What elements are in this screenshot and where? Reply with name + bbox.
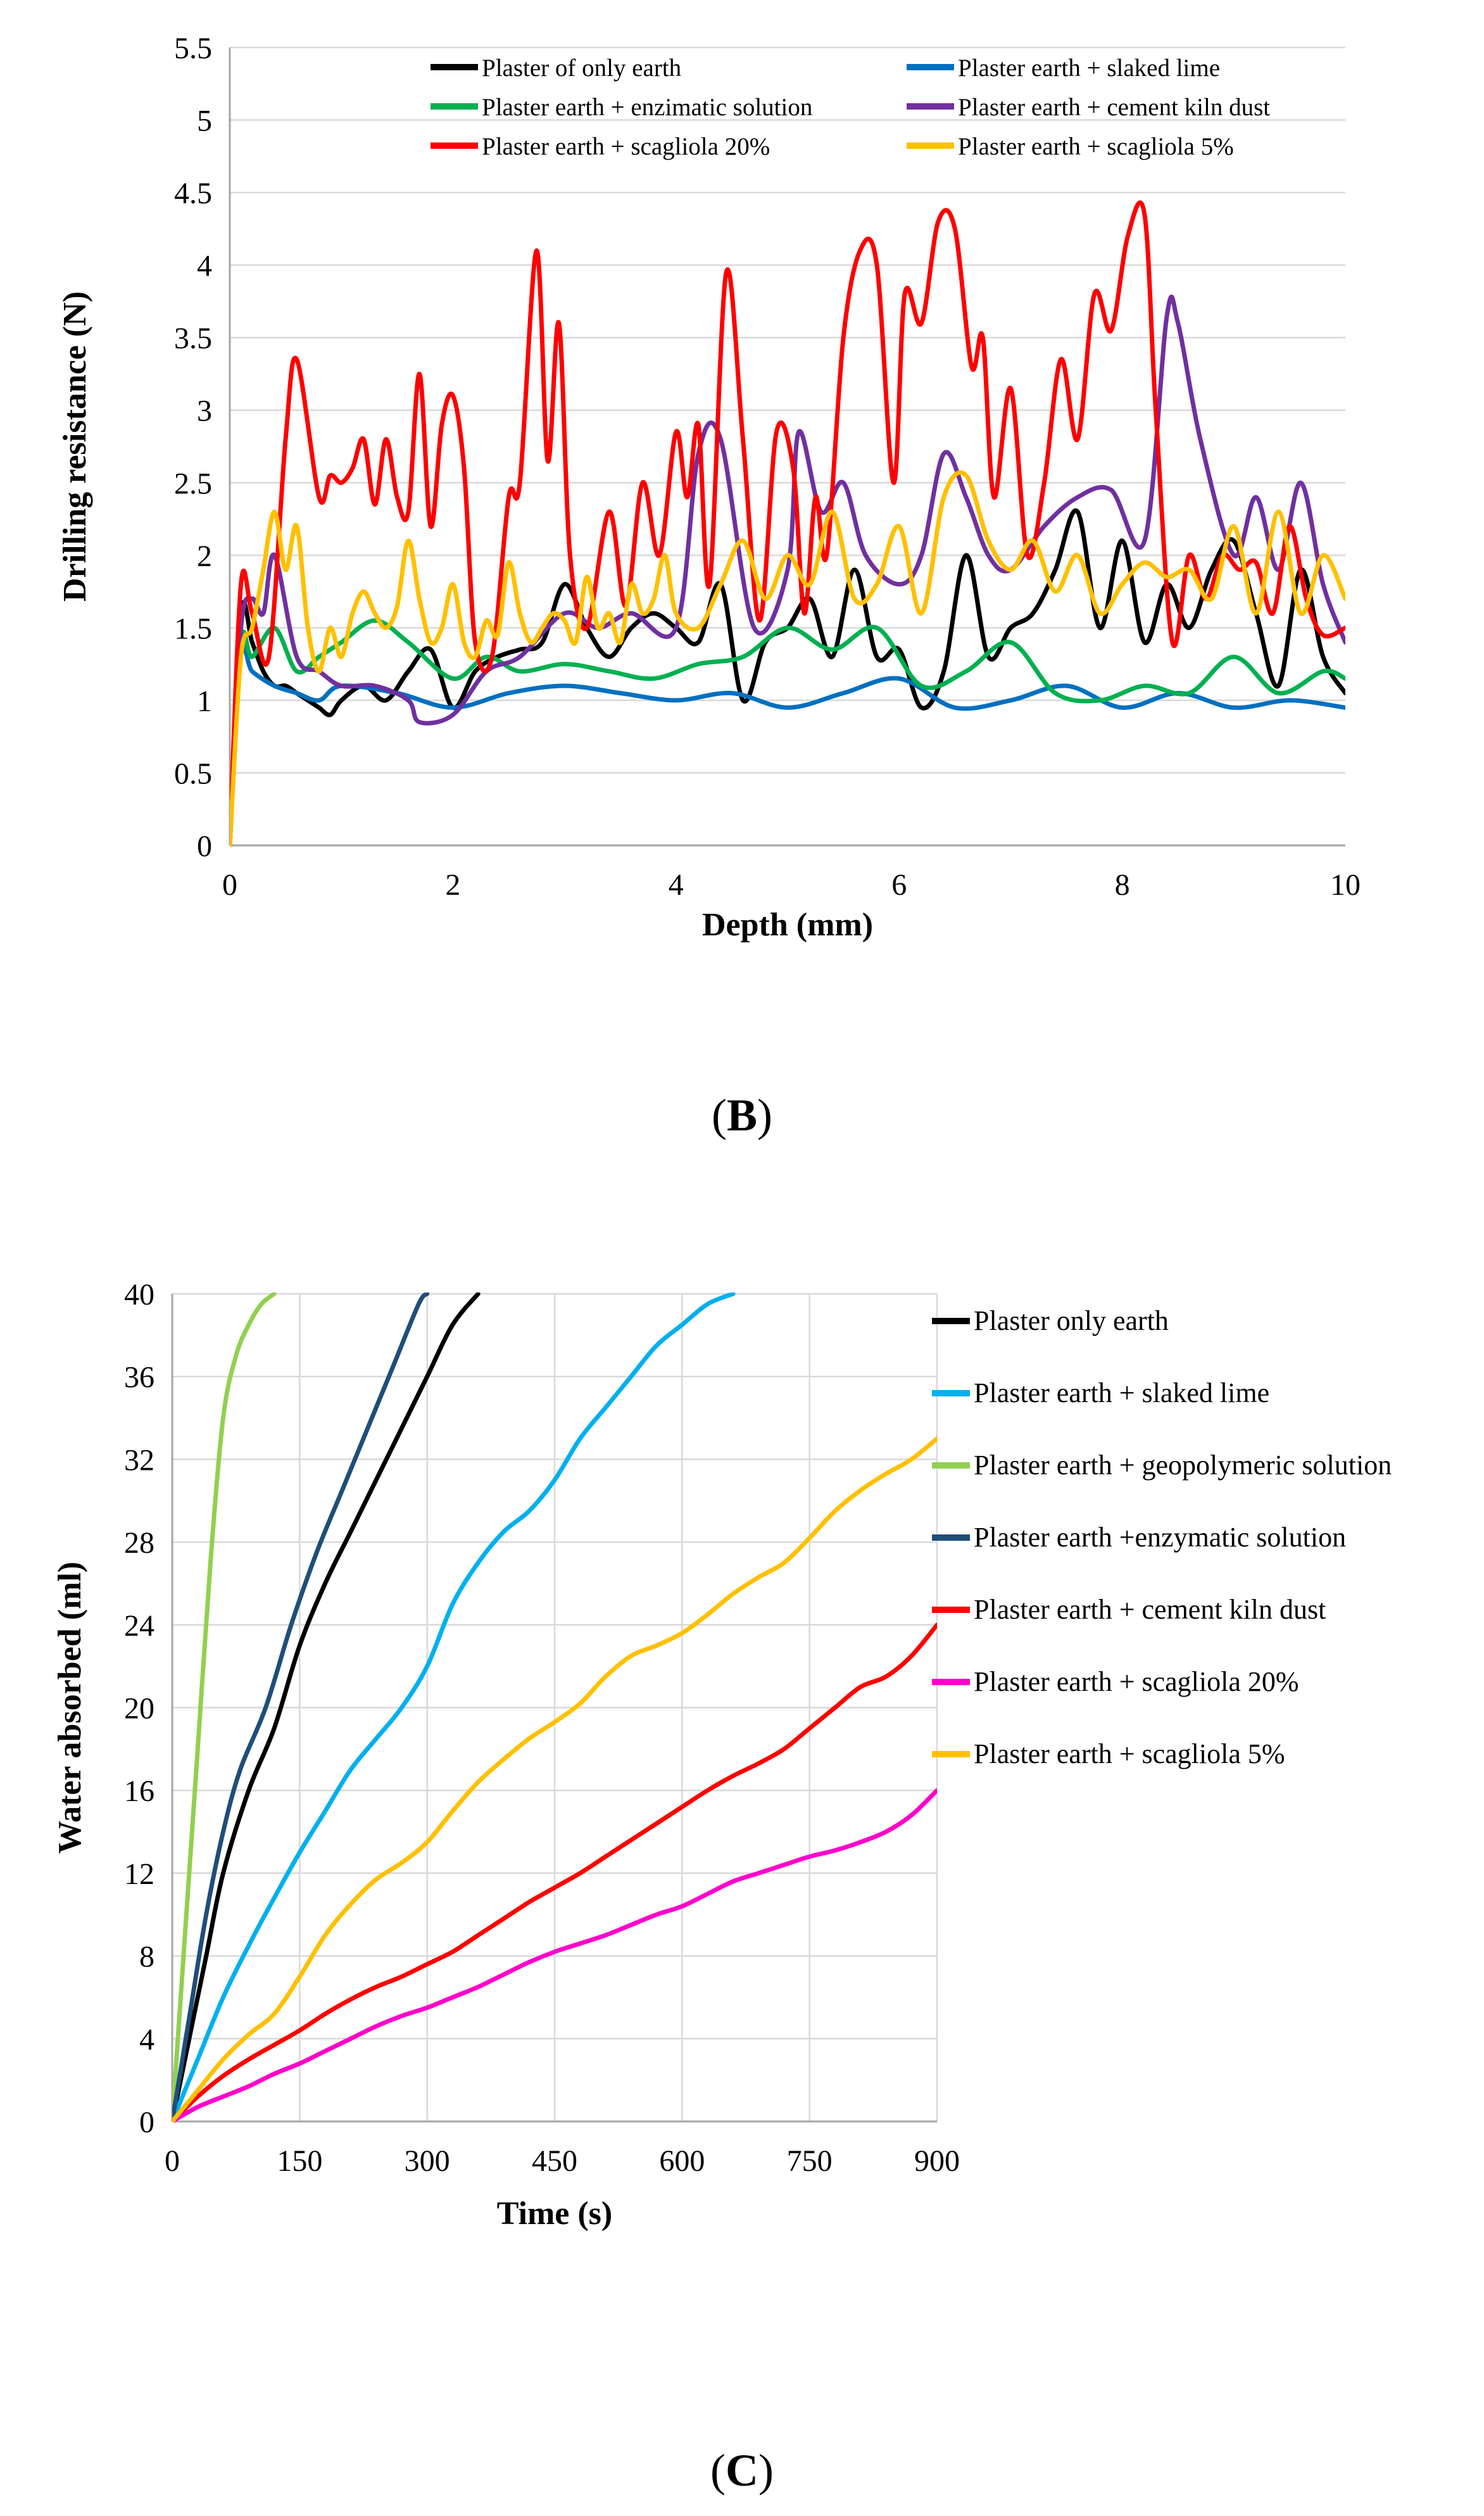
y-tick-label: 2: [197, 540, 212, 573]
drilling-resistance-chart: 0 0.5 1 1.5 2 2.5 3 3.5 4 4.5 5 5.5 0 2 4 6 8 10 Depth (mm…: [57, 32, 1361, 943]
panel-letter-c: C: [726, 2445, 758, 2496]
x-tick-label: 900: [914, 2144, 960, 2178]
y-axis-title: Water absorbed (ml): [52, 1562, 88, 1854]
series-line-plaster-earth-scagliola-5: [172, 1436, 937, 2123]
y-tick-label: 2.5: [174, 467, 212, 500]
series-group: [230, 200, 1345, 847]
water-absorption-chart: 0 4 8 12 16 20 24 28 32 36 40 0 150 300 450 600 750 900 Ti…: [52, 1278, 1392, 2232]
y-tick-label: 36: [124, 1361, 154, 1394]
series-line-plaster-earth-cement-kiln-dust: [172, 1622, 937, 2123]
x-tick-label: 750: [787, 2144, 833, 2178]
y-tick-label: 0: [197, 830, 212, 863]
series-line-plaster-earth-slaked-lime: [172, 1293, 736, 2123]
legend-label-plaster-earth-cement-kiln-dust: Plaster earth + cement kiln dust: [958, 94, 1270, 121]
series-line-plaster-earth-slaked-lime: [230, 643, 1345, 847]
x-axis-title: Depth (mm): [702, 907, 873, 943]
series-line-plaster-earth-scagliola-20: [172, 1788, 937, 2123]
legend-label-plaster-earth-scagliola-5: Plaster earth + scagliola 5%: [974, 1738, 1285, 1769]
y-tick-label: 1.5: [174, 612, 212, 645]
x-tick-label: 4: [669, 868, 684, 902]
legend-label-plaster-earth-cement-kiln-dust: Plaster earth + cement kiln dust: [974, 1594, 1326, 1625]
x-tick-label: 6: [891, 868, 907, 902]
series-line-plaster-only-earth: [172, 1293, 481, 2123]
legend-label-plaster-only-earth: Plaster only earth: [974, 1305, 1169, 1336]
y-tick-label: 0: [139, 2106, 154, 2139]
y-tick-label: 4.5: [174, 177, 212, 210]
x-tick-label: 600: [659, 2144, 705, 2178]
y-tick-label: 3: [197, 395, 212, 428]
y-tick-label: 5.5: [174, 32, 212, 65]
panel-letter-b: B: [726, 1090, 758, 1141]
legend-label-plaster-earth-slaked-lime: Plaster earth + slaked lime: [958, 54, 1220, 82]
legend-label-plaster-earth-scagliola-5: Plaster earth + scagliola 5%: [958, 133, 1234, 160]
y-tick-label: 12: [124, 1857, 154, 1891]
series-line-plaster-earth-enzymatic-solution: [172, 1293, 430, 2123]
x-tick-label: 0: [222, 868, 237, 902]
panel-label-b: (B): [712, 1090, 772, 1141]
y-tick-label: 16: [124, 1774, 154, 1808]
y-tick-label: 20: [124, 1692, 154, 1726]
x-tick-label: 0: [165, 2144, 180, 2178]
legend-label-plaster-earth-geopolymeric-solution: Plaster earth + geopolymeric solution: [974, 1450, 1392, 1481]
legend-label-plaster-of-only-earth: Plaster of only earth: [482, 54, 681, 82]
legend-label-plaster-earth-scagliola-20: Plaster earth + scagliola 20%: [482, 133, 770, 160]
legend-label-plaster-earth-scagliola-20: Plaster earth + scagliola 20%: [974, 1666, 1299, 1697]
series-line-plaster-earth-cement-kiln-dust: [230, 294, 1345, 847]
y-tick-label: 4: [139, 2023, 154, 2056]
y-tick-label: 3.5: [174, 322, 212, 355]
y-tick-label: 8: [139, 1940, 154, 1974]
series-line-plaster-earth-enzimatic-solution: [230, 618, 1345, 847]
y-tick-label: 4: [197, 250, 212, 283]
y-tick-label: 5: [197, 104, 212, 138]
series-group: [172, 1293, 937, 2123]
x-tick-label: 300: [405, 2144, 450, 2178]
y-tick-label: 1: [197, 685, 212, 718]
y-tick-label: 32: [124, 1443, 154, 1477]
y-axis-title: Drilling resistance (N): [57, 291, 93, 602]
x-tick-label: 450: [532, 2144, 577, 2178]
y-tick-label: 40: [124, 1278, 154, 1312]
series-line-plaster-earth-scagliola-20: [230, 200, 1345, 847]
x-tick-label: 8: [1115, 868, 1130, 902]
y-tick-label: 24: [124, 1609, 154, 1643]
x-tick-label: 10: [1330, 868, 1361, 902]
x-tick-label: 150: [277, 2144, 322, 2178]
series-line-plaster-earth-geopolymeric-solution: [172, 1293, 277, 2123]
legend-label-plaster-earth-enzimatic-solution: Plaster earth + enzimatic solution: [482, 94, 812, 121]
x-tick-label: 2: [445, 868, 460, 902]
y-tick-label: 0.5: [174, 757, 212, 790]
y-tick-label: 28: [124, 1526, 154, 1560]
panel-label-c: (C): [710, 2445, 774, 2496]
legend-label-plaster-earth-enzymatic-solution: Plaster earth +enzymatic solution: [974, 1522, 1346, 1553]
series-line-plaster-earth-scagliola-5: [230, 470, 1345, 847]
legend-label-plaster-earth-slaked-lime: Plaster earth + slaked lime: [974, 1377, 1269, 1408]
x-axis-title: Time (s): [497, 2196, 612, 2232]
